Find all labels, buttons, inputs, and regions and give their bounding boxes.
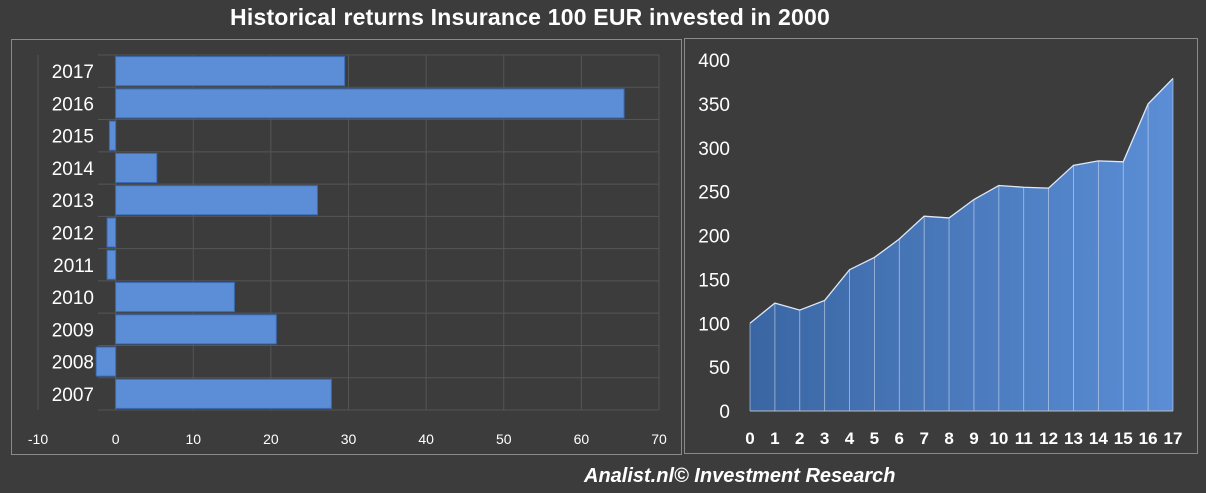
x-tick-label: 7 [919, 429, 928, 448]
y-tick-label: 2008 [52, 353, 94, 374]
x-tick-label: 6 [895, 429, 904, 448]
x-tick-label: 3 [820, 429, 829, 448]
y-tick-label: 2017 [52, 62, 94, 83]
x-tick-label: 13 [1064, 429, 1083, 448]
y-tick-label: 0 [719, 402, 730, 423]
x-tick-label: 70 [651, 431, 667, 447]
bar-2010 [115, 282, 235, 313]
bar-2007 [115, 378, 332, 409]
bar-2015 [108, 120, 117, 151]
x-tick-label: 14 [1089, 429, 1108, 448]
y-tick-label: 2016 [52, 94, 94, 115]
x-tick-label: 15 [1114, 429, 1133, 448]
x-tick-label: 17 [1164, 429, 1183, 448]
chart-title: Historical returns Insurance 100 EUR inv… [230, 4, 830, 30]
x-tick-label: 16 [1139, 429, 1158, 448]
bar-2009 [115, 314, 277, 345]
bar-2014 [115, 152, 158, 183]
area-line [749, 77, 1174, 324]
x-tick-label: 10 [989, 429, 1008, 448]
y-tick-label: 300 [698, 139, 730, 160]
x-tick-label: 30 [341, 431, 357, 447]
x-tick-label: 11 [1015, 429, 1033, 448]
area-chart-panel: 0 50 100 150 200 250 300 350 400 0 1 2 3 4 5 6 7 8 9 10 11 12… [684, 38, 1198, 454]
x-tick-label: 2 [795, 429, 804, 448]
y-tick-label: 200 [698, 227, 730, 248]
y-tick-label: 250 [698, 183, 730, 204]
y-tick-label: 50 [709, 358, 730, 379]
y-tick-label: 2013 [52, 191, 94, 212]
bar-2011 [106, 249, 117, 280]
y-tick-label: 150 [698, 270, 730, 291]
x-tick-label: 9 [969, 429, 978, 448]
bar-2017 [115, 56, 346, 87]
x-tick-label: 4 [845, 429, 855, 448]
y-tick-label: 2007 [52, 385, 94, 406]
x-tick-label: -10 [28, 431, 48, 447]
bar-chart-panel: -10 0 10 20 30 40 50 60 70 2017 2016 2015 2014 2013 20… [11, 39, 682, 455]
x-tick-label: 0 [112, 431, 120, 447]
x-tick-label: 8 [944, 429, 953, 448]
x-tick-label: 1 [770, 429, 779, 448]
x-tick-label: 20 [263, 431, 279, 447]
x-tick-label: 10 [185, 431, 201, 447]
y-tick-label: 2011 [53, 256, 94, 277]
bar-2016 [115, 88, 625, 119]
y-tick-label: 100 [698, 314, 730, 335]
footer-credit: Analist.nl© Investment Research [584, 465, 896, 487]
y-tick-label: 2012 [52, 224, 94, 245]
x-tick-label: 0 [745, 429, 754, 448]
x-tick-label: 5 [870, 429, 879, 448]
bar-chart: -10 0 10 20 30 40 50 60 70 2017 2016 2015 2014 2013 20… [28, 54, 667, 447]
bar-2012 [106, 217, 117, 248]
x-tick-label: 12 [1039, 429, 1058, 448]
bar-2013 [115, 185, 318, 216]
x-tick-label: 60 [574, 431, 590, 447]
area-fill [750, 78, 1173, 412]
y-tick-label: 2009 [52, 320, 94, 341]
y-tick-label: 2010 [52, 288, 94, 309]
y-tick-label: 2014 [52, 159, 95, 180]
y-tick-label: 400 [698, 51, 730, 72]
x-tick-label: 40 [418, 431, 434, 447]
bar-2008 [95, 346, 117, 377]
y-tick-label: 2015 [52, 127, 94, 148]
x-tick-label: 50 [496, 431, 512, 447]
y-tick-label: 350 [698, 95, 730, 116]
